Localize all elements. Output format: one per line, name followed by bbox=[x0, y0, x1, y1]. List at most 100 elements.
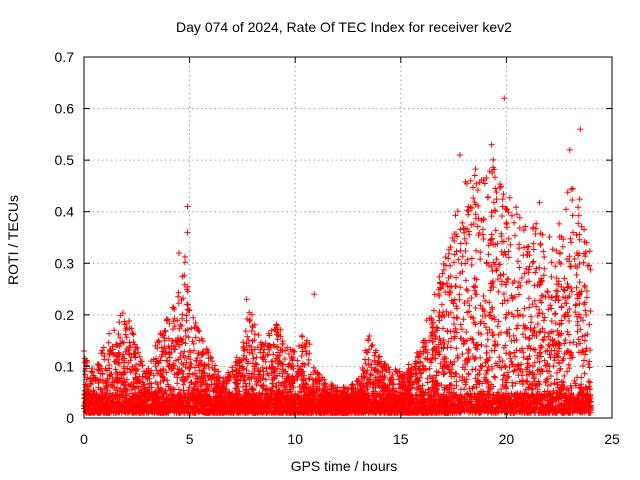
data-point bbox=[123, 334, 130, 341]
data-point bbox=[553, 247, 560, 254]
data-point bbox=[587, 347, 594, 354]
data-point bbox=[368, 361, 375, 368]
data-point bbox=[376, 353, 383, 360]
data-point bbox=[557, 249, 564, 256]
data-point bbox=[451, 259, 458, 266]
data-point bbox=[566, 317, 573, 324]
data-point bbox=[554, 327, 561, 334]
data-point bbox=[453, 274, 460, 281]
data-point bbox=[499, 196, 506, 203]
data-point bbox=[573, 341, 580, 348]
data-point bbox=[174, 374, 181, 381]
data-point bbox=[201, 361, 208, 368]
data-point bbox=[455, 256, 462, 263]
data-point bbox=[494, 323, 501, 330]
data-point bbox=[112, 374, 119, 381]
data-point bbox=[481, 180, 488, 187]
data-point bbox=[430, 307, 437, 314]
data-point bbox=[262, 376, 269, 383]
data-point bbox=[484, 194, 491, 201]
data-point bbox=[468, 221, 475, 228]
data-point bbox=[431, 291, 438, 298]
data-point bbox=[459, 219, 466, 226]
data-point bbox=[154, 370, 161, 377]
data-point bbox=[463, 337, 470, 344]
data-point bbox=[125, 359, 132, 366]
data-point bbox=[581, 337, 588, 344]
data-point bbox=[578, 288, 585, 295]
data-point bbox=[532, 269, 539, 276]
data-point bbox=[188, 325, 195, 332]
data-point bbox=[299, 333, 306, 340]
data-point bbox=[126, 339, 133, 346]
data-point bbox=[483, 378, 490, 385]
data-point bbox=[525, 295, 532, 302]
data-point bbox=[489, 279, 496, 286]
data-point bbox=[163, 369, 170, 376]
data-point bbox=[196, 367, 203, 374]
data-point bbox=[546, 343, 553, 350]
data-point bbox=[519, 331, 526, 338]
data-point bbox=[548, 259, 555, 266]
grid bbox=[84, 57, 612, 418]
data-point bbox=[536, 358, 543, 365]
data-point bbox=[514, 258, 521, 265]
data-point bbox=[130, 366, 137, 373]
data-point bbox=[446, 369, 453, 376]
data-point bbox=[172, 357, 179, 364]
data-point bbox=[255, 377, 262, 384]
data-point bbox=[531, 297, 538, 304]
data-point bbox=[489, 169, 496, 176]
data-point bbox=[531, 371, 538, 378]
data-point bbox=[82, 368, 89, 375]
data-point bbox=[530, 225, 537, 232]
data-point bbox=[251, 331, 258, 338]
data-point bbox=[477, 256, 484, 263]
data-point bbox=[150, 372, 157, 379]
data-point bbox=[183, 359, 190, 366]
data-point bbox=[517, 283, 524, 290]
data-point bbox=[126, 390, 133, 397]
data-point bbox=[507, 241, 514, 248]
data-point bbox=[526, 304, 533, 311]
data-point bbox=[497, 272, 504, 279]
data-point bbox=[424, 349, 431, 356]
data-point bbox=[498, 213, 505, 220]
data-point bbox=[435, 313, 442, 320]
data-point bbox=[572, 309, 579, 316]
data-point bbox=[587, 379, 594, 386]
data-point bbox=[545, 341, 552, 348]
data-point bbox=[395, 389, 402, 396]
data-point bbox=[477, 249, 484, 256]
data-point bbox=[504, 276, 511, 283]
data-point bbox=[548, 273, 555, 280]
data-point bbox=[531, 359, 538, 366]
data-point bbox=[244, 333, 251, 340]
data-point bbox=[532, 382, 539, 389]
data-point bbox=[97, 386, 104, 393]
data-point bbox=[232, 385, 239, 392]
data-point bbox=[372, 366, 379, 373]
data-point bbox=[483, 349, 490, 356]
data-point bbox=[459, 253, 466, 260]
data-point bbox=[520, 354, 527, 361]
data-point bbox=[511, 232, 518, 239]
data-point bbox=[472, 291, 479, 298]
data-point bbox=[509, 382, 516, 389]
data-point bbox=[457, 321, 464, 328]
data-point bbox=[574, 328, 581, 335]
data-point bbox=[171, 323, 178, 330]
data-point bbox=[553, 293, 560, 300]
data-point bbox=[536, 366, 543, 373]
data-point bbox=[483, 370, 490, 377]
data-point bbox=[485, 251, 492, 258]
data-point bbox=[515, 291, 522, 298]
data-point bbox=[169, 326, 176, 333]
data-point bbox=[552, 263, 559, 270]
data-point bbox=[491, 347, 498, 354]
data-point bbox=[253, 354, 260, 361]
data-point bbox=[525, 269, 532, 276]
data-point bbox=[253, 361, 260, 368]
data-point bbox=[506, 194, 513, 201]
data-point bbox=[382, 361, 389, 368]
